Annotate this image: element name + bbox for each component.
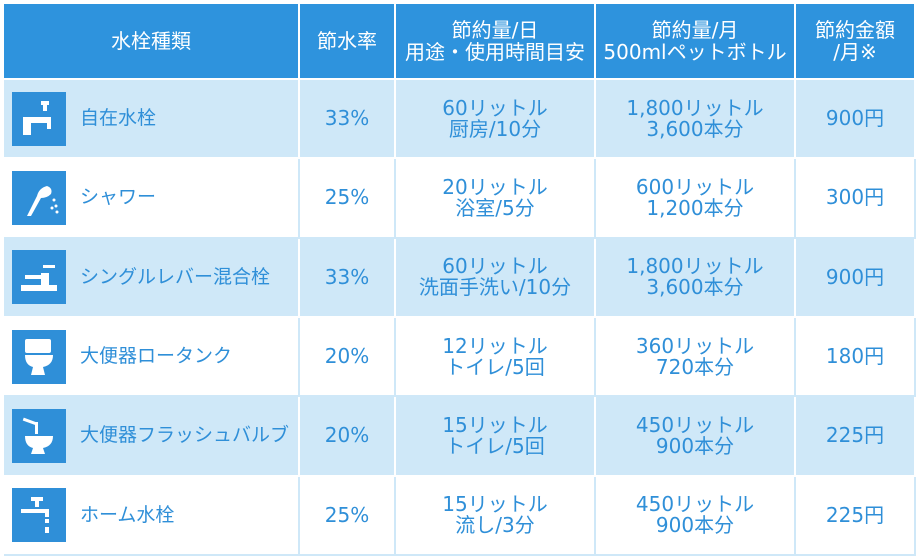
table-row-day: 15リットル 流し/3分 xyxy=(396,476,596,556)
month-amount: 360リットル xyxy=(635,333,755,358)
table-row-day: 20リットル 浴室/5分 xyxy=(396,159,596,239)
table-row-rate: 25% xyxy=(300,159,396,239)
header-day-line1: 節約量/日 xyxy=(451,18,539,42)
header-type-label: 水栓種類 xyxy=(111,29,191,53)
day-usage: 流し/3分 xyxy=(455,513,535,538)
table-row-name: ホーム水栓 xyxy=(4,476,300,556)
table-row-month: 450リットル 900本分 xyxy=(596,397,796,477)
table-row-money: 180円 xyxy=(796,317,916,398)
header-day-line2: 用途・使用時間目安 xyxy=(405,40,585,64)
header-day: 節約量/日 用途・使用時間目安 xyxy=(396,4,596,80)
day-usage: 洗面手洗い/10分 xyxy=(418,275,572,300)
header-money-line1: 節約金額 xyxy=(815,18,895,42)
header-rate: 節水率 xyxy=(300,4,396,80)
money-value: 225円 xyxy=(825,502,885,527)
table-row-rate: 20% xyxy=(300,397,396,477)
money-value: 900円 xyxy=(825,106,885,131)
month-bottles: 720本分 xyxy=(655,354,735,379)
day-usage: トイレ/5回 xyxy=(445,433,545,458)
shower-icon xyxy=(12,170,66,225)
rate-value: 20% xyxy=(324,344,370,369)
day-amount: 60リットル xyxy=(442,254,548,279)
month-bottles: 3,600本分 xyxy=(646,116,744,141)
table-row-name: シングルレバー混合栓 xyxy=(4,238,300,318)
table-row-rate: 33% xyxy=(300,80,396,160)
month-bottles: 900本分 xyxy=(655,433,735,458)
table-row-money: 300円 xyxy=(796,159,916,239)
table-row-money: 225円 xyxy=(796,397,916,477)
table-row-money: 900円 xyxy=(796,238,916,318)
flush-valve-toilet-icon xyxy=(12,408,66,463)
header-money: 節約金額 /月※ xyxy=(796,4,916,80)
rate-value: 20% xyxy=(324,423,370,448)
row-name-label: シャワー xyxy=(80,186,157,209)
day-amount: 15リットル xyxy=(442,412,548,437)
table-row-name: 自在水栓 xyxy=(4,80,300,160)
day-amount: 20リットル xyxy=(442,174,548,199)
month-amount: 1,800リットル xyxy=(626,254,764,279)
month-amount: 1,800リットル xyxy=(626,95,764,120)
faucet-icon xyxy=(12,91,66,146)
rate-value: 25% xyxy=(324,502,370,527)
rate-value: 33% xyxy=(324,264,370,289)
table-row-month: 600リットル 1,200本分 xyxy=(596,159,796,239)
table-row-money: 900円 xyxy=(796,80,916,160)
lever-mixer-icon xyxy=(12,250,66,305)
header-month-line1: 節約量/月 xyxy=(651,18,739,42)
row-name-label: ホーム水栓 xyxy=(80,503,175,526)
table-row-rate: 20% xyxy=(300,317,396,398)
rate-value: 33% xyxy=(324,106,370,131)
month-amount: 450リットル xyxy=(635,492,755,517)
month-amount: 600リットル xyxy=(635,174,755,199)
money-value: 900円 xyxy=(825,264,885,289)
day-amount: 60リットル xyxy=(442,95,548,120)
home-faucet-icon xyxy=(12,488,66,543)
header-type: 水栓種類 xyxy=(4,4,300,80)
header-month-line2: 500mlペットボトル xyxy=(603,40,787,64)
month-amount: 450リットル xyxy=(635,412,755,437)
day-amount: 12リットル xyxy=(442,333,548,358)
row-name-label: シングルレバー混合栓 xyxy=(80,265,271,288)
table-row-day: 15リットル トイレ/5回 xyxy=(396,397,596,477)
table-row-month: 1,800リットル 3,600本分 xyxy=(596,80,796,160)
month-bottles: 3,600本分 xyxy=(646,275,744,300)
row-name-label: 大便器フラッシュバルブ xyxy=(80,424,290,447)
header-rate-label: 節水率 xyxy=(317,29,377,53)
table-row-rate: 33% xyxy=(300,238,396,318)
table-row-month: 450リットル 900本分 xyxy=(596,476,796,556)
money-value: 225円 xyxy=(825,423,885,448)
header-month: 節約量/月 500mlペットボトル xyxy=(596,4,796,80)
day-usage: 厨房/10分 xyxy=(448,116,542,141)
table-row-day: 12リットル トイレ/5回 xyxy=(396,317,596,398)
table-row-name: シャワー xyxy=(4,159,300,239)
day-usage: 浴室/5分 xyxy=(455,195,535,220)
header-money-line2: /月※ xyxy=(833,40,877,64)
row-name-label: 自在水栓 xyxy=(80,107,157,130)
table-row-month: 360リットル 720本分 xyxy=(596,317,796,398)
table-row-rate: 25% xyxy=(300,476,396,556)
table-row-name: 大便器ロータンク xyxy=(4,317,300,398)
table-row-month: 1,800リットル 3,600本分 xyxy=(596,238,796,318)
table-row-name: 大便器フラッシュバルブ xyxy=(4,397,300,477)
money-value: 180円 xyxy=(825,344,885,369)
water-saving-table: 水栓種類 節水率 節約量/日 用途・使用時間目安 節約量/月 500mlペットボ… xyxy=(4,4,916,556)
table-row-day: 60リットル 厨房/10分 xyxy=(396,80,596,160)
day-usage: トイレ/5回 xyxy=(445,354,545,379)
rate-value: 25% xyxy=(324,185,370,210)
table-row-money: 225円 xyxy=(796,476,916,556)
day-amount: 15リットル xyxy=(442,492,548,517)
month-bottles: 900本分 xyxy=(655,513,735,538)
money-value: 300円 xyxy=(825,185,885,210)
month-bottles: 1,200本分 xyxy=(646,195,744,220)
toilet-tank-icon xyxy=(12,329,66,384)
row-name-label: 大便器ロータンク xyxy=(80,345,233,368)
table-row-day: 60リットル 洗面手洗い/10分 xyxy=(396,238,596,318)
